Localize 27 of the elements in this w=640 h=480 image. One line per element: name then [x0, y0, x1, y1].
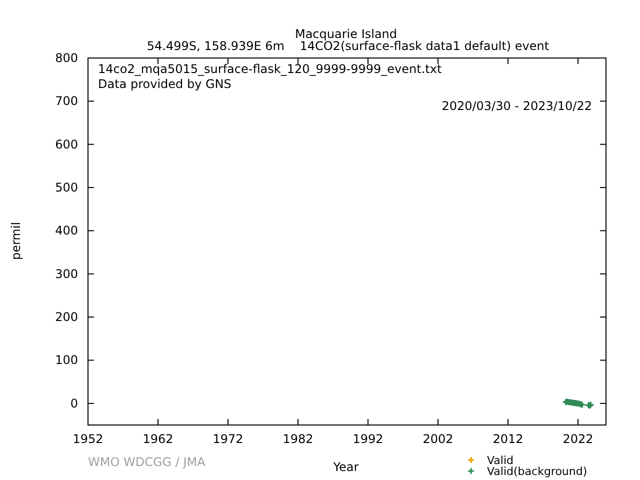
annotation: 14co2_mqa5015_surface-flask_120_9999-9999_event.txt	[98, 62, 442, 76]
legend-label: Valid	[487, 454, 514, 467]
x-tick-label: 2022	[562, 432, 594, 446]
legend-label: Valid(background)	[487, 465, 588, 478]
annotation: 2020/03/30 - 2023/10/22	[442, 99, 592, 113]
x-tick-label: 1972	[212, 432, 244, 446]
x-tick-label: 1982	[282, 432, 314, 446]
x-tick-label: 2002	[422, 432, 454, 446]
text: WMO WDCGG / JMA	[88, 455, 206, 469]
y-tick-label: 500	[55, 180, 78, 195]
y-tick-label: 0	[70, 396, 78, 410]
x-tick-label: 1992	[352, 432, 384, 446]
y-tick-label: 100	[55, 353, 78, 368]
x-tick-label: 1962	[142, 432, 174, 446]
y-tick-label: 800	[55, 51, 78, 65]
chart-subtitle: 54.499S, 158.939E 6m 14CO2(surface-flask data1 default) event	[146, 39, 550, 53]
y-tick-label: 700	[55, 94, 78, 108]
y-axis-title: permil	[9, 222, 23, 260]
y-tick-label: 600	[55, 137, 78, 152]
y-tick-label: 300	[55, 266, 78, 281]
y-tick-label: 200	[55, 310, 78, 324]
y-tick-label: 400	[55, 224, 78, 238]
x-tick-label: 2012	[492, 432, 524, 446]
x-tick-label: 1952	[72, 432, 104, 446]
chart-title: Macquarie Island	[294, 27, 398, 41]
x-axis-title: Year	[332, 460, 359, 474]
annotation: Data provided by GNS	[98, 77, 232, 91]
